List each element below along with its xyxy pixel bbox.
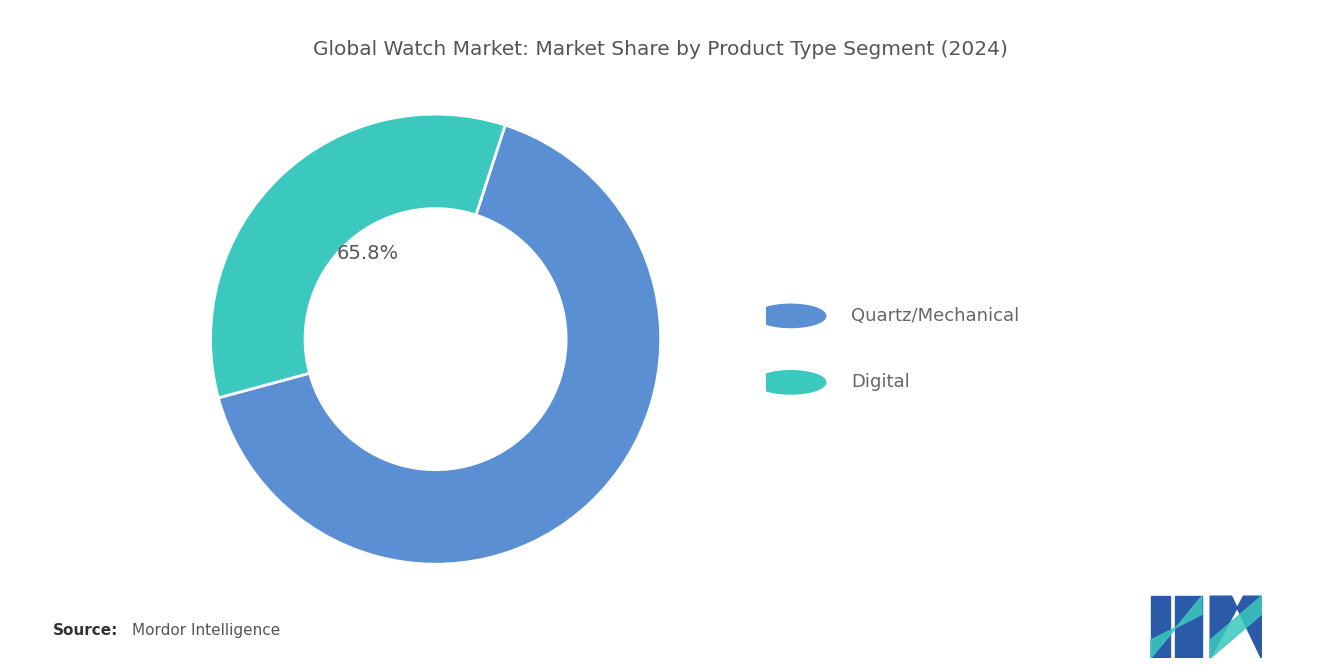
Polygon shape — [1210, 596, 1262, 658]
Circle shape — [755, 305, 826, 327]
Text: Mordor Intelligence: Mordor Intelligence — [132, 623, 280, 638]
Text: Global Watch Market: Market Share by Product Type Segment (2024): Global Watch Market: Market Share by Pro… — [313, 40, 1007, 59]
Wedge shape — [218, 125, 661, 564]
Circle shape — [755, 371, 826, 394]
Text: Quartz/Mechanical: Quartz/Mechanical — [851, 307, 1019, 325]
Polygon shape — [1151, 596, 1170, 658]
Polygon shape — [1151, 596, 1203, 658]
Text: 65.8%: 65.8% — [337, 244, 399, 263]
Polygon shape — [1210, 596, 1262, 658]
Text: Source:: Source: — [53, 623, 119, 638]
Wedge shape — [210, 114, 506, 398]
Polygon shape — [1175, 596, 1203, 658]
Text: Digital: Digital — [851, 373, 909, 392]
